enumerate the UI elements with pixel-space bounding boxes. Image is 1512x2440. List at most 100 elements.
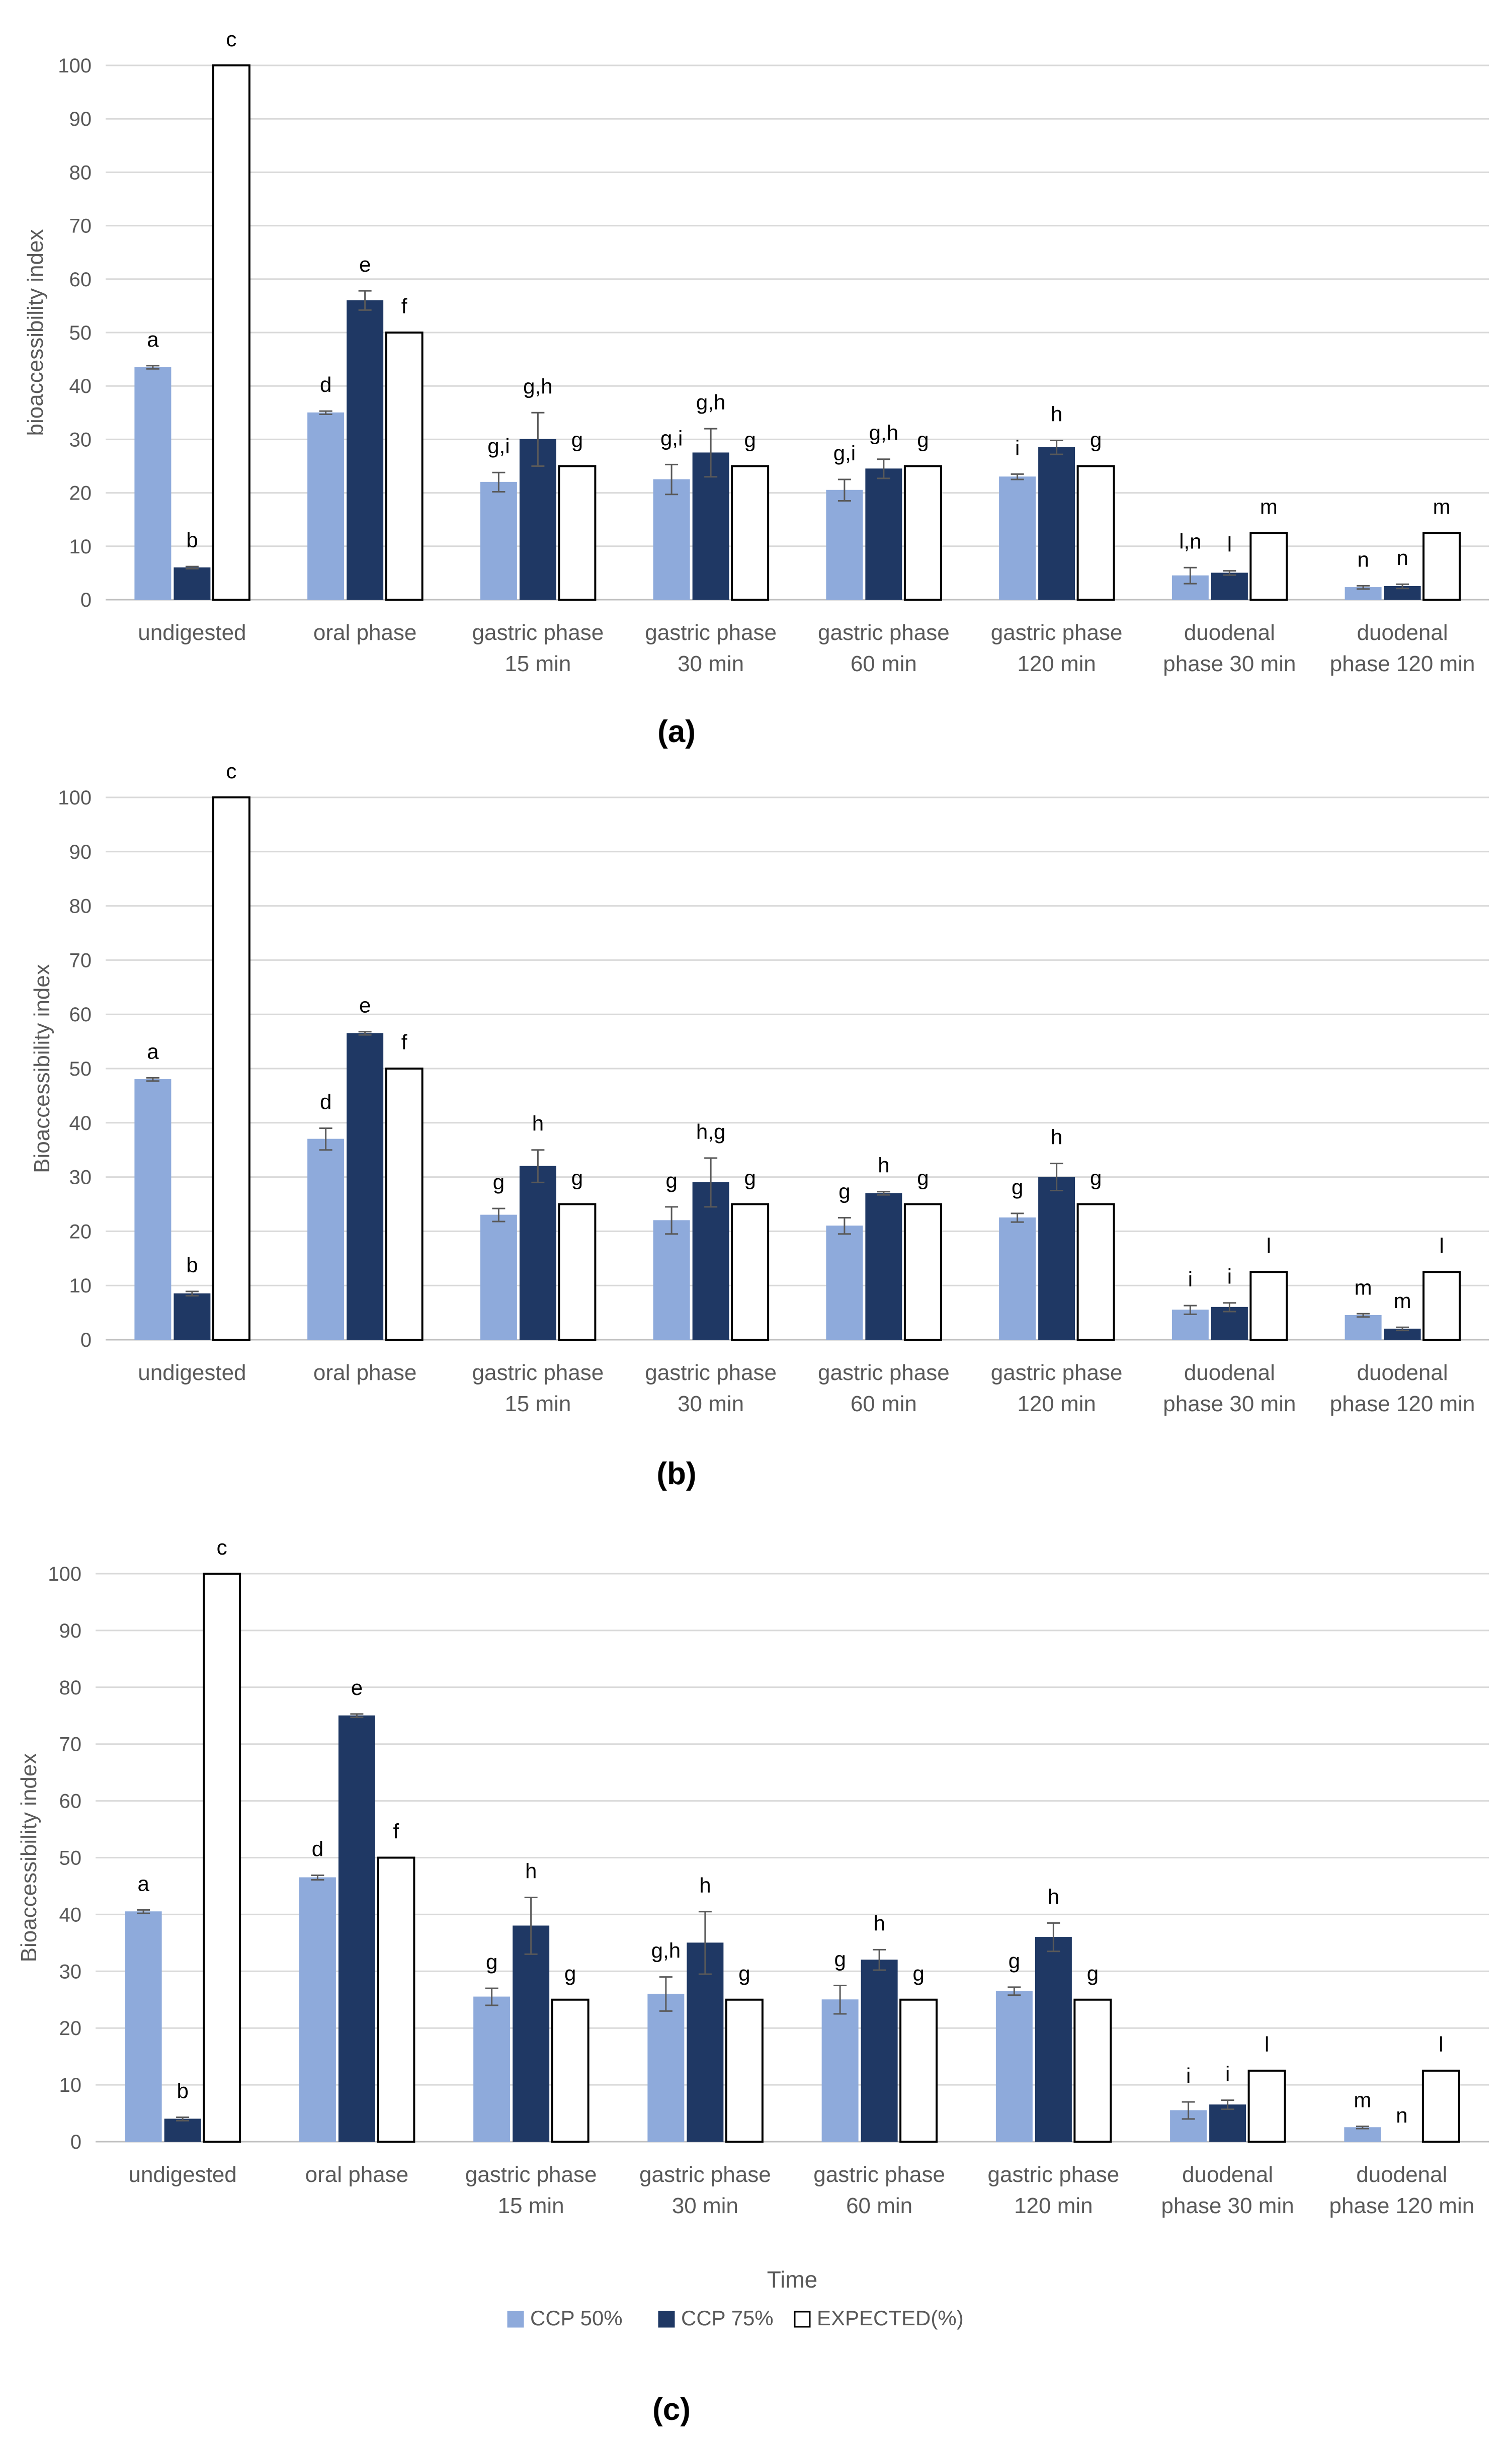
x-tick-label: phase 30 min <box>1161 2193 1294 2218</box>
bar-ccp75 <box>1035 1937 1072 2142</box>
x-tick-label: gastric phase <box>818 620 950 645</box>
significance-letter: g <box>1090 428 1102 452</box>
y-tick-label: 90 <box>69 841 92 863</box>
bar-ccp75 <box>347 1033 384 1340</box>
significance-letter: f <box>393 1820 399 1843</box>
y-axis-title: bioaccessibility index <box>23 229 48 436</box>
x-tick-label: gastric phase <box>991 1360 1123 1385</box>
legend-swatch <box>794 2311 811 2328</box>
bar-ccp50 <box>1344 2127 1381 2142</box>
significance-letter: l <box>1267 1234 1271 1257</box>
significance-letter: g <box>1009 1949 1020 1973</box>
x-tick-label: duodenal <box>1357 620 1448 645</box>
bar-expected <box>903 1203 942 1341</box>
significance-letter: n <box>1357 547 1369 571</box>
y-tick-label: 90 <box>69 108 92 130</box>
bar-ccp50 <box>1345 1315 1382 1340</box>
x-tick-label: oral phase <box>313 620 416 645</box>
bar-ccp50 <box>995 1991 1033 2142</box>
x-tick-label: 60 min <box>846 2193 912 2218</box>
y-tick-label: 10 <box>69 536 92 558</box>
significance-letter: e <box>359 994 371 1017</box>
legend-swatch <box>507 2311 524 2328</box>
significance-letter: g,h <box>523 374 552 398</box>
x-tick-label: gastric phase <box>988 2162 1120 2187</box>
bar-expected <box>1249 532 1288 601</box>
bar-ccp50 <box>307 412 345 600</box>
significance-letter: c <box>226 27 236 51</box>
significance-letter: g <box>571 1166 583 1190</box>
y-tick-label: 0 <box>80 589 92 611</box>
bar-expected <box>899 1998 938 2143</box>
x-tick-label: duodenal <box>1356 2162 1447 2187</box>
significance-letter: h,g <box>696 1120 725 1144</box>
significance-letter: g <box>493 1170 505 1194</box>
y-tick-label: 10 <box>59 2074 82 2096</box>
significance-letter: i <box>1188 1267 1193 1291</box>
significance-letter: b <box>177 2079 188 2102</box>
bar-expected <box>1422 1271 1461 1341</box>
bar-expected <box>551 1998 590 2143</box>
bar-ccp50 <box>653 479 690 600</box>
y-tick-label: 100 <box>48 1563 81 1585</box>
y-tick-label: 60 <box>69 269 92 291</box>
y-tick-label: 40 <box>69 1112 92 1134</box>
y-tick-label: 100 <box>58 787 92 809</box>
significance-letter: g <box>1087 1962 1099 1985</box>
x-tick-label: 15 min <box>505 1392 571 1416</box>
significance-letter: h <box>525 1859 537 1883</box>
bar-expected <box>212 796 250 1341</box>
x-tick-label: 30 min <box>678 1392 744 1416</box>
significance-letter: h <box>1051 1125 1062 1149</box>
x-tick-label: 120 min <box>1017 652 1096 676</box>
significance-letter: l <box>1439 2032 1443 2056</box>
x-tick-label: phase 120 min <box>1329 2193 1475 2218</box>
y-tick-label: 100 <box>58 55 92 77</box>
significance-letter: g <box>912 1962 924 1985</box>
significance-letter: f <box>401 294 407 318</box>
x-tick-label: gastric phase <box>639 2162 771 2187</box>
significance-letter: g <box>738 1962 750 1985</box>
bar-expected <box>385 332 424 601</box>
bar-ccp75 <box>338 1715 375 2142</box>
x-tick-label: oral phase <box>313 1360 416 1385</box>
significance-letter: g <box>1012 1175 1023 1199</box>
significance-letter: g <box>1090 1166 1102 1190</box>
y-tick-label: 60 <box>59 1791 82 1813</box>
x-tick-label: gastric phase <box>645 620 777 645</box>
significance-letter: g <box>744 1166 755 1190</box>
bar-ccp75 <box>174 1293 211 1340</box>
y-tick-label: 50 <box>69 322 92 344</box>
significance-letter: d <box>320 1090 331 1114</box>
bar-ccp75 <box>687 1942 724 2142</box>
bar-ccp75 <box>865 468 902 600</box>
bar-ccp50 <box>647 1993 685 2142</box>
bar-expected <box>212 64 250 601</box>
bar-expected <box>731 1203 770 1341</box>
bar-expected <box>377 1856 415 2143</box>
bar-ccp50 <box>125 1911 162 2142</box>
significance-letter: g,i <box>833 441 856 465</box>
significance-letter: a <box>147 328 159 351</box>
bar-ccp75 <box>513 1925 550 2142</box>
bar-ccp75 <box>174 567 211 600</box>
significance-letter: m <box>1354 2088 1371 2112</box>
bar-expected <box>203 1573 241 2143</box>
y-axis-title: Bioaccessibility index <box>30 964 54 1173</box>
significance-letter: h <box>699 1874 711 1897</box>
x-tick-label: duodenal <box>1357 1360 1448 1385</box>
significance-letter: g,i <box>660 426 683 450</box>
legend-label: CCP 50% <box>530 2306 623 2330</box>
significance-letter: g,h <box>696 390 725 414</box>
y-axis-title: Bioaccessibility index <box>17 1753 41 1963</box>
significance-letter: e <box>351 1676 363 1699</box>
x-tick-label: oral phase <box>305 2162 408 2187</box>
bar-expected <box>1249 1271 1288 1341</box>
significance-letter: i <box>1186 2064 1191 2087</box>
bar-ccp50 <box>134 367 172 600</box>
bar-ccp50 <box>307 1138 345 1340</box>
significance-letter: l <box>1439 1234 1444 1257</box>
x-tick-label: duodenal <box>1184 1360 1275 1385</box>
x-tick-label: 60 min <box>851 652 917 676</box>
bar-ccp75 <box>1038 1177 1075 1340</box>
